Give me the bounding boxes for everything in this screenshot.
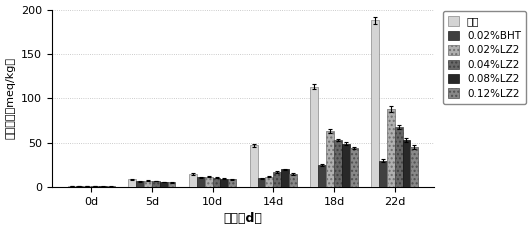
Bar xyxy=(213,178,220,187)
Bar xyxy=(395,127,403,187)
Bar xyxy=(160,182,168,187)
Bar xyxy=(189,174,197,187)
Bar xyxy=(197,177,205,187)
Bar xyxy=(250,146,257,187)
X-axis label: 时间（d）: 时间（d） xyxy=(223,213,262,225)
Bar xyxy=(99,186,107,187)
Bar xyxy=(152,181,160,187)
Bar xyxy=(68,186,76,187)
Bar xyxy=(410,147,418,187)
Bar xyxy=(84,186,91,187)
Bar xyxy=(144,180,152,187)
Bar xyxy=(318,165,326,187)
Bar xyxy=(403,140,410,187)
Bar xyxy=(228,179,236,187)
Bar xyxy=(136,181,144,187)
Bar xyxy=(265,176,273,187)
Bar xyxy=(205,176,213,187)
Bar xyxy=(311,87,318,187)
Bar xyxy=(107,186,115,187)
Bar xyxy=(379,161,387,187)
Y-axis label: 过氧化値（meq/kg）: 过氧化値（meq/kg） xyxy=(5,57,15,139)
Bar xyxy=(326,131,334,187)
Bar xyxy=(342,144,350,187)
Bar xyxy=(168,182,176,187)
Bar xyxy=(76,186,84,187)
Bar xyxy=(273,172,281,187)
Bar xyxy=(334,140,342,187)
Bar xyxy=(371,20,379,187)
Bar xyxy=(387,109,395,187)
Bar xyxy=(281,169,289,187)
Bar xyxy=(220,179,228,187)
Bar xyxy=(289,174,297,187)
Bar xyxy=(350,148,358,187)
Bar xyxy=(91,186,99,187)
Bar xyxy=(257,178,265,187)
Legend: 空白, 0.02%BHT, 0.02%LZ2, 0.04%LZ2, 0.08%LZ2, 0.12%LZ2: 空白, 0.02%BHT, 0.02%LZ2, 0.04%LZ2, 0.08%L… xyxy=(443,11,526,104)
Bar xyxy=(128,179,136,187)
